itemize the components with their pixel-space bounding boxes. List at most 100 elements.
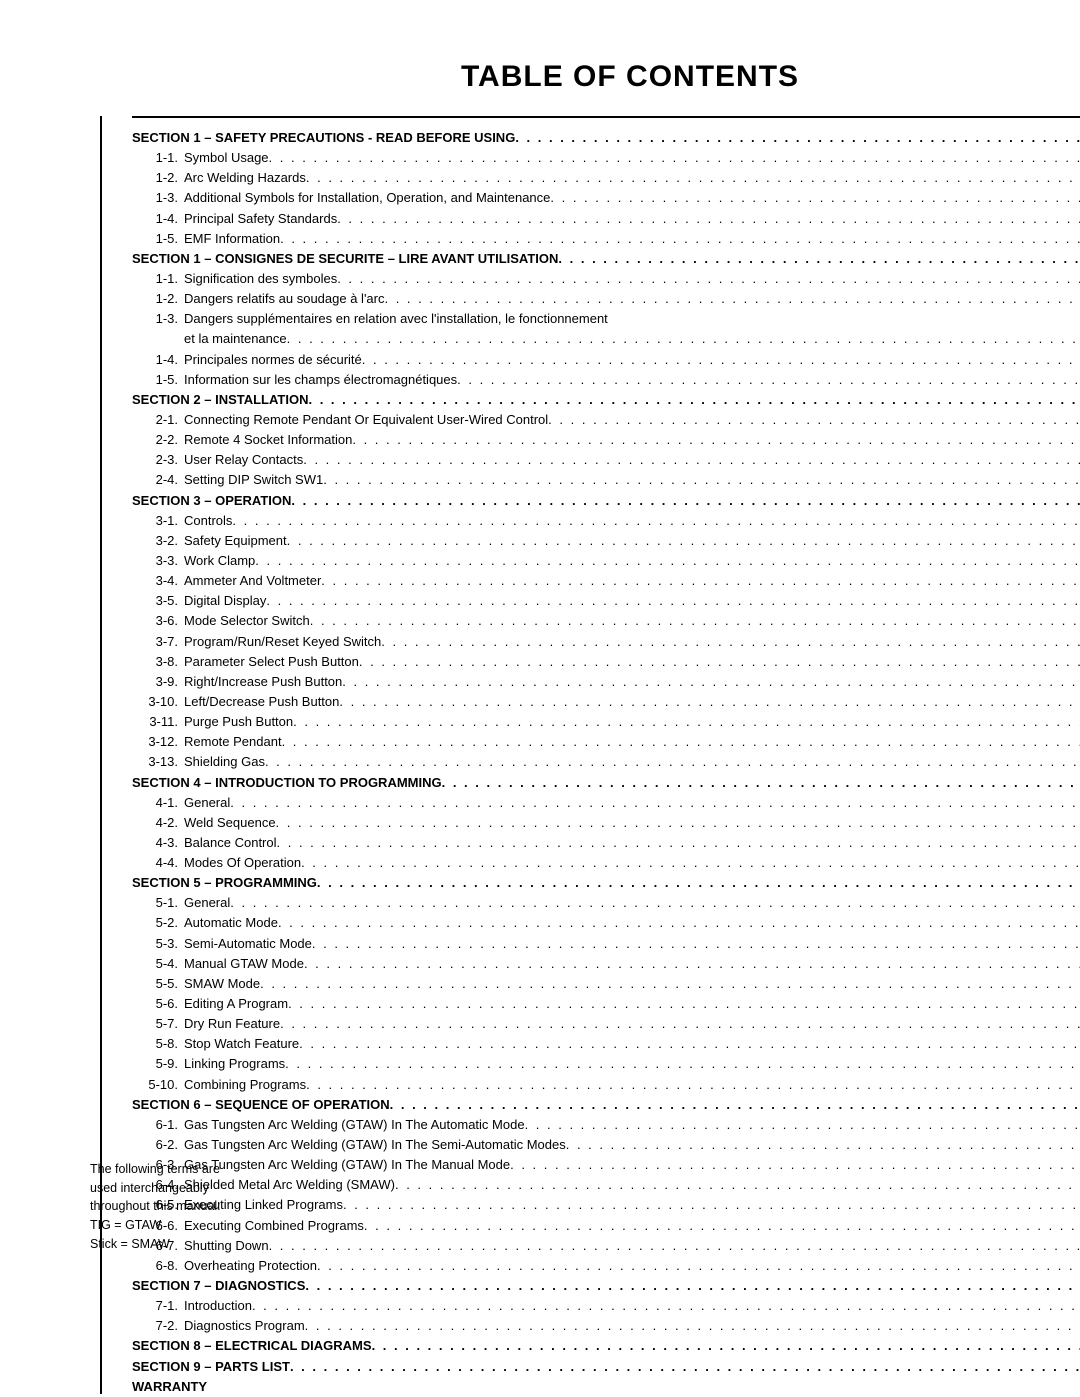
toc-sub: 7-1.Introduction38	[132, 1296, 1080, 1316]
toc-label: Gas Tungsten Arc Welding (GTAW) In The A…	[184, 1115, 525, 1135]
toc-sub: 5-6.Editing A Program31	[132, 994, 1080, 1014]
toc-dots	[280, 229, 1080, 249]
toc-num: 3-9.	[148, 672, 184, 692]
toc-sub: 2-2.Remote 4 Socket Information9	[132, 430, 1080, 450]
toc-num: 2-3.	[148, 450, 184, 470]
toc-sub: 1-5.Information sur les champs électroma…	[132, 370, 1080, 390]
toc-sub: 3-1.Controls12	[132, 511, 1080, 531]
toc-num: 5-2.	[148, 913, 184, 933]
toc-dots	[343, 1195, 1080, 1215]
toc-num: 3-2.	[148, 531, 184, 551]
toc-num: 3-12.	[148, 732, 184, 752]
toc-num: 5-8.	[148, 1034, 184, 1054]
toc-dots	[308, 390, 1080, 410]
toc-label: Gas Tungsten Arc Welding (GTAW) In The S…	[184, 1135, 566, 1155]
toc-dots	[312, 934, 1080, 954]
toc-dots	[510, 1155, 1080, 1175]
toc-num: 7-2.	[148, 1316, 184, 1336]
toc-num: 5-7.	[148, 1014, 184, 1034]
toc-dots	[305, 1276, 1080, 1296]
toc-dots	[515, 128, 1080, 148]
toc-label: Dangers relatifs au soudage à l'arc	[184, 289, 384, 309]
toc-sub: 1-1.Symbol Usage1	[132, 148, 1080, 168]
toc-num: 3-5.	[148, 591, 184, 611]
toc-dots	[362, 350, 1080, 370]
toc-label: et la maintenance	[184, 329, 287, 349]
toc-num: 1-1.	[148, 148, 184, 168]
toc-label: Digital Display	[184, 591, 266, 611]
toc-label: Ammeter And Voltmeter	[184, 571, 321, 591]
toc-label: Principal Safety Standards	[184, 209, 337, 229]
toc-dots	[252, 1296, 1080, 1316]
toc-dots	[260, 974, 1080, 994]
toc-sub: 3-12.Remote Pendant15	[132, 732, 1080, 752]
toc-sub: 4-4.Modes Of Operation17	[132, 853, 1080, 873]
toc-sub: 3-6.Mode Selector Switch13	[132, 611, 1080, 631]
toc-section: SECTION 3 – OPERATION12	[132, 491, 1080, 511]
toc-dots	[342, 672, 1080, 692]
toc-label: Right/Increase Push Button	[184, 672, 342, 692]
toc-dots	[293, 712, 1080, 732]
toc-sub: 5-10.Combining Programs33	[132, 1075, 1080, 1095]
toc-dots	[306, 1075, 1080, 1095]
toc-dots	[305, 1316, 1080, 1336]
toc-label: SECTION 4 – INTRODUCTION TO PROGRAMMING	[132, 773, 442, 793]
toc-dots	[384, 289, 1080, 309]
toc-num: 5-9.	[148, 1054, 184, 1074]
toc-dots	[442, 773, 1080, 793]
toc-num: 3-10.	[148, 692, 184, 712]
toc-dots	[306, 168, 1080, 188]
toc-label: SECTION 8 – ELECTRICAL DIAGRAMS	[132, 1336, 372, 1356]
toc-sub: 5-5.SMAW Mode31	[132, 974, 1080, 994]
toc-sub: 4-2.Weld Sequence16	[132, 813, 1080, 833]
toc-sub: 5-4.Manual GTAW Mode29	[132, 954, 1080, 974]
table-of-contents: SECTION 1 – SAFETY PRECAUTIONS - READ BE…	[132, 128, 1080, 1377]
toc-sub: 3-8.Parameter Select Push Button14	[132, 652, 1080, 672]
toc-num: 5-4.	[148, 954, 184, 974]
toc-num: 5-3.	[148, 934, 184, 954]
toc-sub: 3-9.Right/Increase Push Button14	[132, 672, 1080, 692]
toc-sub: 3-3.Work Clamp12	[132, 551, 1080, 571]
toc-dots	[550, 188, 1080, 208]
toc-dots	[359, 652, 1080, 672]
toc-sub: 5-8.Stop Watch Feature32	[132, 1034, 1080, 1054]
toc-num: 1-4.	[148, 350, 184, 370]
toc-dots	[301, 853, 1080, 873]
toc-dots	[287, 329, 1080, 349]
toc-num: 5-6.	[148, 994, 184, 1014]
toc-section: SECTION 5 – PROGRAMMING21	[132, 873, 1080, 893]
toc-sub: 2-1.Connecting Remote Pendant Or Equival…	[132, 410, 1080, 430]
toc-dots	[337, 209, 1080, 229]
toc-dots	[548, 410, 1080, 430]
toc-label: Semi-Automatic Mode	[184, 934, 312, 954]
toc-label: SECTION 1 – SAFETY PRECAUTIONS - READ BE…	[132, 128, 515, 148]
toc-label: Symbol Usage	[184, 148, 269, 168]
toc-num: 3-13.	[148, 752, 184, 772]
toc-label: Mode Selector Switch	[184, 611, 310, 631]
toc-label: General	[184, 893, 230, 913]
toc-sub: 5-7.Dry Run Feature32	[132, 1014, 1080, 1034]
toc-label: Introduction	[184, 1296, 252, 1316]
toc-dots	[558, 249, 1080, 269]
toc-label: Controls	[184, 511, 232, 531]
toc-num: 1-5.	[148, 370, 184, 390]
toc-dots	[299, 1034, 1080, 1054]
toc-dots	[291, 491, 1080, 511]
toc-dots	[269, 1236, 1080, 1256]
toc-label: SMAW Mode	[184, 974, 260, 994]
side-note-line: Stick = SMAW	[90, 1235, 240, 1254]
toc-num: 6-2.	[148, 1135, 184, 1155]
toc-label: SECTION 3 – OPERATION	[132, 491, 291, 511]
toc-label: Remote 4 Socket Information	[184, 430, 352, 450]
toc-dots	[390, 1095, 1080, 1115]
toc-dots	[317, 873, 1080, 893]
toc-num: 1-4.	[148, 209, 184, 229]
toc-label: Modes Of Operation	[184, 853, 301, 873]
toc-label: Connecting Remote Pendant Or Equivalent …	[184, 410, 548, 430]
toc-dots	[381, 632, 1080, 652]
toc-num: 3-8.	[148, 652, 184, 672]
side-note-line: TIG = GTAW	[90, 1216, 240, 1235]
toc-label: Program/Run/Reset Keyed Switch	[184, 632, 381, 652]
toc-num: 7-1.	[148, 1296, 184, 1316]
toc-dots	[566, 1135, 1080, 1155]
